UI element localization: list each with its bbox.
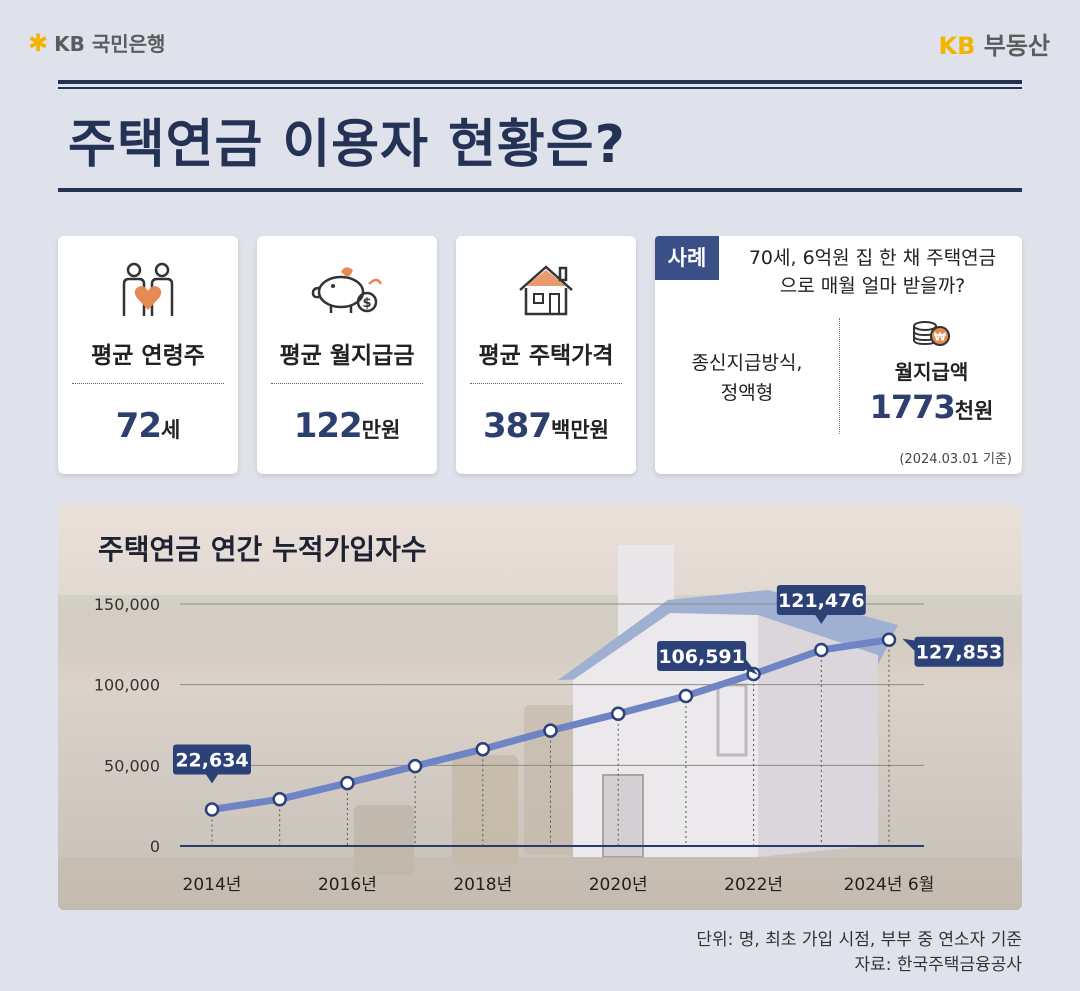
chart-title: 주택연금 연간 누적가입자수	[98, 528, 427, 568]
kb-bank-logo-text: KB 국민은행	[54, 28, 165, 57]
stat-number: 387	[483, 406, 551, 446]
stat-value: 387백만원	[456, 406, 636, 446]
stat-card-monthly: $ 평균 월지급금 122만원	[257, 236, 437, 474]
case-question-line2: 으로 매월 얼마 받을까?	[729, 272, 1016, 300]
stat-label: 평균 월지급금	[257, 336, 437, 370]
stat-card-age: 평균 연령주 72세	[58, 236, 238, 474]
divider	[271, 383, 423, 384]
couple-heart-icon	[120, 262, 176, 326]
divider	[470, 383, 622, 384]
monthly-value: 1773천원	[841, 388, 1022, 426]
case-method-line2: 정액형	[659, 378, 835, 408]
top-rule-thin	[58, 87, 1022, 89]
kb-star-icon: ✱	[28, 31, 48, 55]
monthly-number: 1773	[870, 388, 955, 426]
case-question: 70세, 6억원 집 한 채 주택연금 으로 매월 얼마 받을까?	[729, 244, 1016, 300]
case-date-note: (2024.03.01 기준)	[899, 448, 1012, 467]
case-card: 사례 70세, 6억원 집 한 채 주택연금 으로 매월 얼마 받을까? 종신지…	[655, 236, 1022, 474]
stat-label: 평균 연령주	[58, 336, 238, 370]
piggy-bank-icon: $	[307, 262, 387, 322]
kb-realestate-logo: KB 부동산	[939, 26, 1051, 61]
stat-value: 72세	[58, 406, 238, 446]
vertical-divider	[839, 318, 840, 434]
case-method-line1: 종신지급방식,	[659, 348, 835, 378]
kb-bank-logo: ✱ KB 국민은행	[28, 28, 165, 57]
house-icon	[516, 262, 576, 322]
stat-label: 평균 주택가격	[456, 336, 636, 370]
stat-unit: 세	[161, 418, 180, 442]
svg-text:$: $	[362, 296, 371, 311]
bottom-rule	[58, 188, 1022, 192]
coin-stack-icon: ₩	[911, 318, 951, 354]
stat-number: 122	[294, 406, 362, 446]
case-question-line1: 70세, 6억원 집 한 채 주택연금	[729, 244, 1016, 272]
monthly-unit: 천원	[955, 399, 994, 423]
realestate-text: 부동산	[984, 32, 1050, 60]
svg-text:₩: ₩	[934, 331, 946, 344]
divider	[72, 383, 224, 384]
stat-value: 122만원	[257, 406, 437, 446]
top-rule	[58, 80, 1022, 84]
case-method: 종신지급방식, 정액형	[659, 348, 835, 408]
stat-unit: 백만원	[551, 418, 609, 442]
page-title: 주택연금 이용자 현황은?	[68, 102, 626, 177]
footnote-source: 자료: 한국주택금융공사	[696, 953, 1022, 978]
case-tag: 사례	[655, 236, 719, 280]
kb-mark: KB	[939, 32, 976, 60]
stat-card-house-price: 평균 주택가격 387백만원	[456, 236, 636, 474]
stat-number: 72	[116, 406, 161, 446]
monthly-label: 월지급액	[841, 356, 1022, 385]
stat-unit: 만원	[362, 418, 401, 442]
footnote-unit: 단위: 명, 최초 가입 시점, 부부 중 연소자 기준	[696, 928, 1022, 953]
footnote: 단위: 명, 최초 가입 시점, 부부 중 연소자 기준 자료: 한국주택금융공…	[696, 928, 1022, 978]
